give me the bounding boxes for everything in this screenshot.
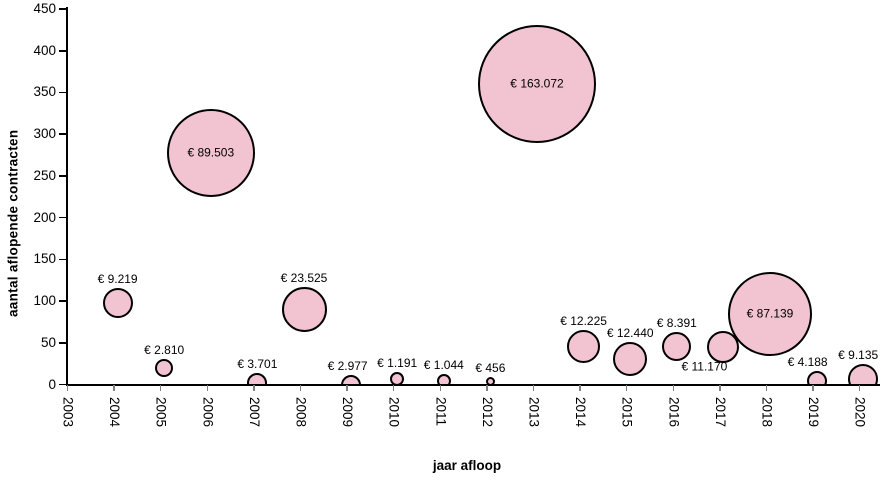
y-axis-line [66,7,69,386]
y-tick-label-150: 150 [33,251,56,267]
x-tick-label-2007: 2007 [246,397,262,428]
x-tick-label-2018: 2018 [759,397,775,428]
y-tick-label-0: 0 [48,376,56,392]
y-tick-label-300: 300 [33,126,56,142]
y-tick-label-350: 350 [33,84,56,100]
bubble-2006 [166,109,255,198]
y-tick-50 [59,341,67,344]
x-axis-title: jaar afloop [432,458,502,473]
y-tick-label-250: 250 [33,167,56,183]
x-tick-2018 [765,385,768,391]
x-tick-label-2005: 2005 [153,397,169,428]
bubble-2004 [102,287,133,318]
bubble-2009 [340,374,361,385]
y-tick-250 [59,175,67,177]
x-tick-label-2008: 2008 [293,397,309,428]
y-tick-label-50: 50 [40,334,56,350]
bubble-2005 [155,358,174,377]
plot-area [102,25,879,385]
bubble-2015 [613,342,648,377]
y-tick-400 [59,49,67,52]
x-tick-label-2010: 2010 [386,397,402,428]
x-tick-label-2016: 2016 [666,397,682,428]
y-tick-0 [59,383,67,386]
bubble-2016 [662,331,692,361]
x-tick-2009 [346,385,348,391]
x-tick-label-2019: 2019 [806,397,822,428]
x-tick-label-2009: 2009 [340,397,356,428]
y-tick-100 [59,300,67,302]
y-tick-300 [59,133,67,135]
bubble-2011 [436,374,451,385]
y-tick-label-450: 450 [33,1,56,17]
y-tick-200 [59,216,67,219]
x-tick-label-2013: 2013 [526,397,542,428]
x-tick-2020 [858,385,861,391]
x-tick-label-2011: 2011 [433,397,449,427]
x-tick-2003 [66,385,69,391]
x-tick-2014 [579,385,581,391]
y-tick-label-200: 200 [33,209,56,225]
y-tick-label-100: 100 [33,293,56,309]
x-tick-2017 [719,385,721,391]
x-tick-2006 [206,385,209,391]
bubble-2007 [247,372,268,385]
x-tick-label-2020: 2020 [852,397,868,428]
x-tick-label-2014: 2014 [573,397,589,428]
y-tick-450 [59,8,67,10]
x-tick-2004 [113,385,115,391]
x-tick-2007 [253,385,255,391]
x-tick-label-2015: 2015 [619,397,635,428]
y-axis-title: aantal aflopende contracten [5,129,21,317]
y-tick-150 [59,258,67,261]
x-tick-2012 [486,385,488,391]
x-tick-2005 [159,385,162,391]
x-tick-2011 [439,385,442,391]
x-tick-label-2012: 2012 [479,397,495,428]
x-tick-label-2003: 2003 [60,397,76,428]
x-tick-2013 [532,385,535,391]
x-tick-2019 [812,385,814,391]
bubble-2019 [806,371,827,385]
y-tick-350 [59,91,67,94]
bubble-2018 [728,272,812,357]
x-axis-line [66,384,880,387]
x-tick-2010 [392,385,395,391]
bubble-2020 [848,364,879,385]
bubble-2014 [567,329,601,363]
x-tick-2016 [672,385,675,391]
bubble-2008 [281,286,327,332]
x-tick-2015 [625,385,628,391]
x-tick-label-2004: 2004 [107,397,123,428]
y-tick-label-400: 400 [33,42,56,58]
x-tick-2008 [299,385,302,391]
x-tick-label-2017: 2017 [712,397,728,428]
x-tick-label-2006: 2006 [200,397,216,428]
bubble-2013 [478,25,596,144]
